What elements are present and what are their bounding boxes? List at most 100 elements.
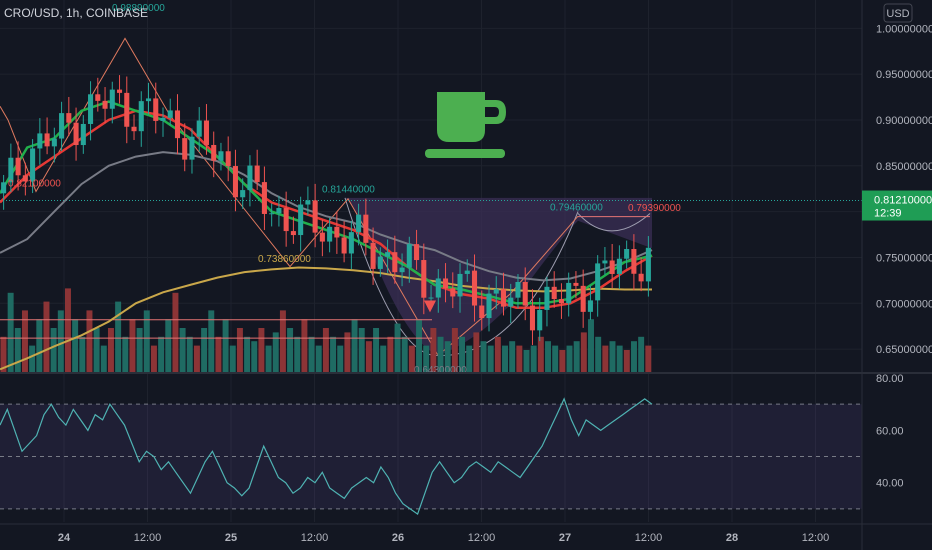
zigzag-line — [0, 105, 9, 121]
volume-bar — [215, 336, 222, 372]
candle-body — [435, 278, 441, 298]
time-tick-label: 12:00 — [301, 532, 329, 544]
candle-body — [529, 305, 536, 331]
sma-gold-line — [0, 266, 652, 371]
volume-bar — [344, 332, 351, 372]
candle-body — [37, 133, 43, 149]
candle-body — [645, 247, 651, 282]
volume-bar — [79, 336, 86, 372]
candle-body — [406, 244, 412, 268]
price-annotation: 0.98890000 — [112, 3, 165, 14]
candle-body — [109, 89, 115, 109]
price-annotation: 0.81440000 — [322, 184, 375, 195]
price-annotation: 0.73860000 — [258, 254, 311, 265]
candle-body — [587, 300, 593, 312]
cup-handle — [485, 100, 506, 124]
candle-body — [59, 113, 65, 139]
candle-body — [348, 232, 354, 254]
candle-body — [312, 200, 318, 233]
volume-bar — [136, 328, 143, 372]
volume-bar — [430, 328, 437, 372]
candle-body — [327, 226, 333, 242]
volume-bar — [580, 332, 587, 372]
coffee-cup-icon — [425, 92, 506, 158]
volume-bar — [251, 341, 258, 372]
candle-body — [218, 151, 224, 161]
volume-bar — [172, 292, 179, 372]
candle-body — [131, 126, 137, 132]
volume-bar — [322, 328, 329, 372]
price-tick-label: 0.85000000 — [876, 161, 932, 173]
candle-body — [515, 281, 521, 298]
volume-bar — [530, 345, 537, 372]
candle-body — [80, 123, 86, 146]
volume-bar — [115, 301, 122, 372]
volume-bar — [631, 341, 637, 372]
volume-bar — [509, 341, 516, 372]
candle-body — [602, 260, 608, 264]
ema-red-line — [0, 109, 653, 310]
volume-bar — [373, 328, 380, 372]
candle-body — [182, 138, 188, 160]
volume-bar — [487, 345, 494, 372]
volume-bar — [444, 341, 451, 372]
volume-bar — [93, 328, 100, 372]
rsi-tick-label: 60.00 — [876, 425, 904, 437]
rsi-band-fill — [0, 404, 862, 509]
volume-bar — [86, 310, 93, 372]
handle-curve — [577, 213, 651, 232]
candle-body — [283, 208, 289, 232]
time-tick-label: 27 — [559, 532, 571, 544]
price-annotation: 0.64300000 — [414, 365, 467, 376]
rsi-tick-label: 40.00 — [876, 478, 904, 490]
candle-body — [247, 165, 253, 191]
volume-bar — [330, 336, 337, 372]
volume-bar — [473, 332, 480, 372]
candle-body — [153, 98, 159, 121]
candle-body — [370, 242, 376, 269]
current-price-label: 0.81210000 — [874, 195, 932, 207]
candle-body — [493, 289, 499, 294]
volume-bar — [272, 332, 279, 372]
volume-bar — [122, 336, 129, 372]
candle-body — [254, 165, 260, 183]
volume-bar — [380, 345, 387, 372]
time-tick-label: 12:00 — [134, 532, 162, 544]
time-tick-label: 12:00 — [635, 532, 663, 544]
candle-body — [269, 213, 275, 215]
volume-bar — [616, 345, 623, 372]
price-tick-label: 0.70000000 — [876, 298, 932, 310]
time-tick-label: 24 — [58, 532, 71, 544]
candle-body — [145, 98, 152, 102]
candle-body — [428, 297, 434, 299]
volume-bar — [537, 336, 544, 372]
volume-bar — [623, 350, 630, 372]
volume-bar — [315, 345, 322, 372]
volume-bar — [186, 336, 193, 372]
volume-bar — [566, 345, 573, 372]
volume-bar — [358, 328, 365, 372]
price-tick-label: 0.90000000 — [876, 115, 932, 127]
volume-bar — [595, 336, 602, 372]
volume-bar — [502, 345, 509, 372]
candle-body — [522, 281, 528, 306]
time-tick-label: 12:00 — [802, 532, 830, 544]
candle-body — [341, 237, 347, 254]
sma-gray-line — [0, 151, 653, 282]
candle-body — [305, 200, 311, 205]
volume-bar — [451, 328, 458, 372]
volume-bar — [466, 345, 473, 372]
candle-body — [334, 226, 340, 238]
volume-bar — [244, 336, 251, 372]
candle-body — [51, 138, 57, 147]
volume-bar — [301, 319, 308, 372]
volume-bars — [0, 288, 652, 372]
candle-body — [1, 182, 7, 194]
candle-body — [276, 208, 282, 214]
candle-body — [73, 122, 79, 146]
volume-bar — [165, 319, 172, 372]
candle-body — [385, 252, 391, 257]
candle-body — [486, 293, 492, 319]
volume-bar — [193, 345, 200, 372]
